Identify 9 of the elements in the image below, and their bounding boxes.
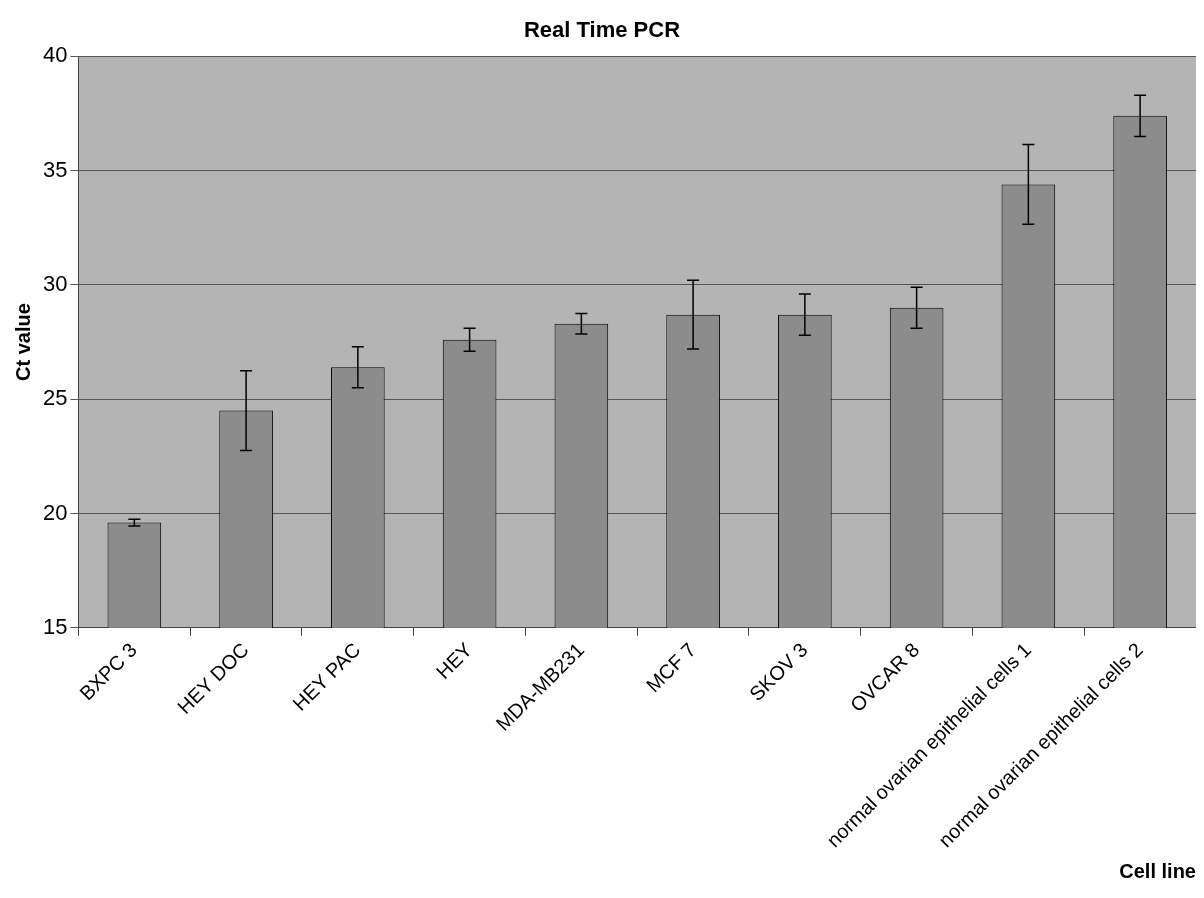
y-axis-title: Ct value — [11, 303, 34, 381]
x-axis-title: Cell line — [1119, 859, 1196, 882]
y-tick-label: 40 — [42, 42, 68, 68]
chart-title: Real Time PCR — [523, 17, 681, 43]
y-tick-label: 25 — [42, 385, 68, 411]
y-tick-label: 15 — [42, 613, 68, 639]
y-tick-label: 35 — [42, 156, 68, 182]
y-tick-label: 20 — [42, 499, 68, 525]
y-tick-label: 30 — [42, 270, 68, 296]
